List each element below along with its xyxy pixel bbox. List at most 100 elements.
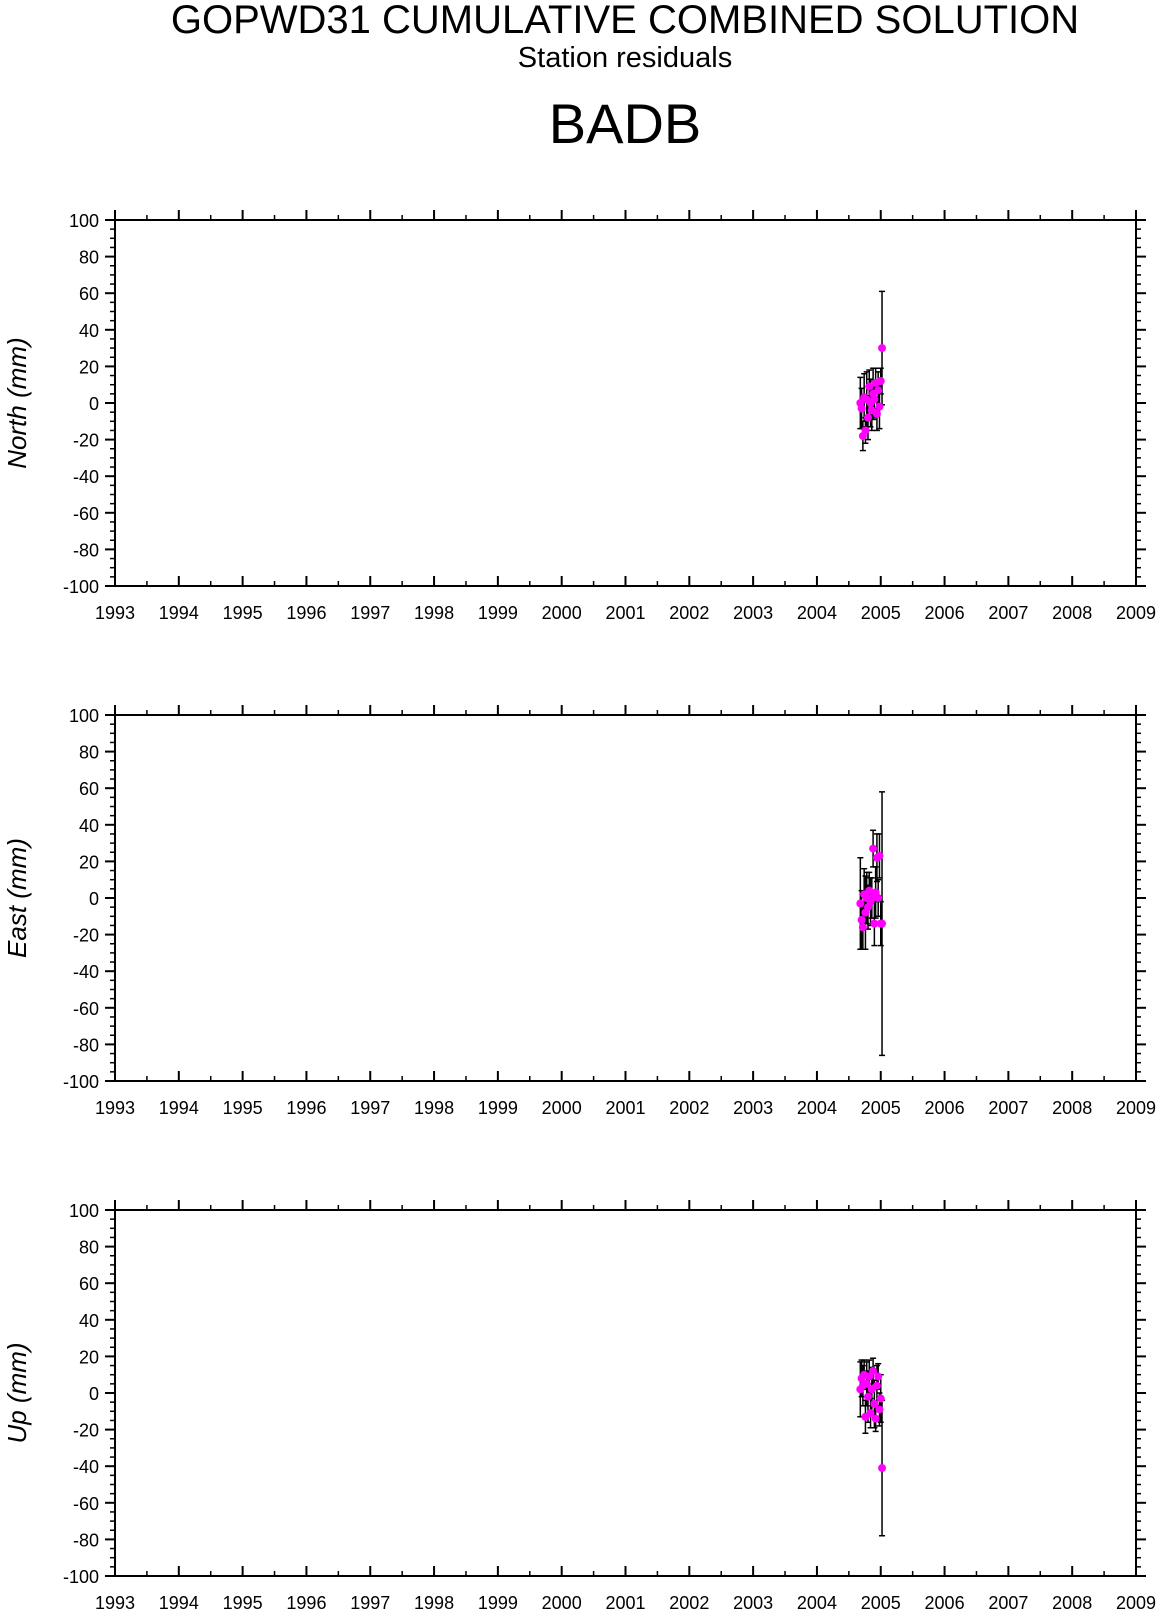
y-tick-label: 40	[79, 1311, 99, 1331]
x-tick-label: 1994	[159, 1593, 199, 1613]
y-tick-label: -60	[73, 1494, 99, 1514]
data-point	[874, 894, 883, 902]
data-point	[869, 1367, 878, 1376]
x-tick-label: 2009	[1116, 1098, 1156, 1118]
data-point	[865, 382, 874, 391]
data-point	[863, 1392, 872, 1401]
y-tick-label: 0	[89, 394, 99, 414]
data-point	[874, 386, 883, 395]
x-tick-label: 1995	[223, 603, 263, 623]
x-tick-label: 2001	[605, 1098, 645, 1118]
y-tick-label: -80	[73, 1530, 99, 1550]
x-tick-label: 1996	[286, 603, 326, 623]
data-point	[869, 844, 878, 853]
x-tick-label: 1996	[286, 1098, 326, 1118]
x-tick-label: 2009	[1116, 603, 1156, 623]
y-tick-label: 80	[79, 1238, 99, 1258]
x-tick-label: 1994	[159, 603, 199, 623]
data-point	[863, 413, 872, 422]
data-point	[857, 404, 866, 413]
data-point	[858, 923, 867, 932]
y-tick-label: 40	[79, 816, 99, 836]
x-tick-label: 1999	[478, 603, 518, 623]
y-tick-label: 20	[79, 1347, 99, 1367]
panel-up: 1993 1994 1995 1996 1997 1998 1999 2000 2001 2002…	[2, 1200, 1156, 1613]
data-point	[866, 1409, 875, 1418]
data-point	[857, 915, 866, 924]
data-point	[870, 395, 879, 404]
y-axis-label: North (mm)	[2, 337, 32, 468]
x-tick-label: 1999	[478, 1593, 518, 1613]
y-tick-label: 40	[79, 321, 99, 341]
data-point	[875, 1405, 884, 1414]
x-tick-label: 2007	[988, 1593, 1028, 1613]
x-tick-label: 2006	[925, 1098, 965, 1118]
plot-frame	[114, 1209, 1137, 1577]
y-axis-label: East (mm)	[2, 838, 32, 958]
y-tick-label: -40	[73, 467, 99, 487]
x-tick-label: 1997	[350, 1098, 390, 1118]
x-tick-label: 2000	[542, 603, 582, 623]
data-point	[861, 426, 870, 435]
x-tick-label: 2008	[1052, 1593, 1092, 1613]
data-point	[875, 402, 884, 411]
x-tick-label: 2001	[605, 603, 645, 623]
x-tick-label: 2003	[733, 1098, 773, 1118]
data-point	[856, 899, 865, 908]
x-tick-label: 2001	[605, 1593, 645, 1613]
x-tick-label: 1994	[159, 1098, 199, 1118]
x-tick-label: 2002	[669, 1593, 709, 1613]
y-tick-label: 60	[79, 779, 99, 799]
data-point	[865, 886, 874, 895]
x-tick-label: 1995	[223, 1098, 263, 1118]
panel-east: 1993 1994 1995 1996 1997 1998 1999 2000 2001 2002…	[2, 705, 1156, 1118]
y-tick-label: -40	[73, 962, 99, 982]
y-tick-label: 20	[79, 852, 99, 872]
data-point	[871, 1414, 880, 1423]
data-point	[862, 1379, 871, 1388]
x-tick-label: 2003	[733, 1593, 773, 1613]
y-tick-label: -20	[73, 1421, 99, 1441]
y-tick-label: -100	[63, 1072, 99, 1092]
x-tick-label: 2003	[733, 603, 773, 623]
x-tick-label: 2007	[988, 1098, 1028, 1118]
x-tick-label: 2008	[1052, 603, 1092, 623]
x-tick-label: 2004	[797, 1593, 837, 1613]
x-tick-label: 1993	[95, 1098, 135, 1118]
data-point	[872, 409, 881, 418]
x-tick-label: 2005	[861, 1593, 901, 1613]
panel-north: 1993 1994 1995 1996 1997 1998 1999 2000 2001 2002…	[2, 210, 1156, 623]
x-tick-label: 2006	[925, 1593, 965, 1613]
data-point	[876, 377, 885, 386]
y-tick-label: 100	[69, 211, 99, 231]
y-tick-label: -80	[73, 540, 99, 560]
x-tick-label: 2008	[1052, 1098, 1092, 1118]
y-tick-label: -80	[73, 1035, 99, 1055]
x-tick-label: 2002	[669, 603, 709, 623]
x-tick-label: 2000	[542, 1593, 582, 1613]
data-point	[874, 1372, 883, 1381]
y-tick-label: -100	[63, 577, 99, 597]
y-tick-label: -60	[73, 504, 99, 524]
x-tick-label: 1998	[414, 603, 454, 623]
plot-frame	[114, 714, 1137, 1082]
plot-frame	[114, 219, 1137, 587]
x-tick-label: 1996	[286, 1593, 326, 1613]
y-tick-label: -100	[63, 1567, 99, 1587]
data-point	[878, 919, 887, 928]
y-tick-label: 80	[79, 248, 99, 268]
y-tick-label: 100	[69, 1201, 99, 1221]
y-tick-label: -20	[73, 431, 99, 451]
y-tick-label: 0	[89, 1384, 99, 1404]
y-tick-label: 80	[79, 743, 99, 763]
y-tick-label: 20	[79, 357, 99, 377]
y-tick-label: 60	[79, 1274, 99, 1294]
x-tick-label: 2000	[542, 1098, 582, 1118]
x-tick-label: 1999	[478, 1098, 518, 1118]
x-tick-label: 1998	[414, 1593, 454, 1613]
y-tick-label: -20	[73, 926, 99, 946]
data-point	[878, 1464, 887, 1473]
x-tick-label: 2009	[1116, 1593, 1156, 1613]
y-tick-label: 100	[69, 706, 99, 726]
y-tick-label: 0	[89, 889, 99, 909]
